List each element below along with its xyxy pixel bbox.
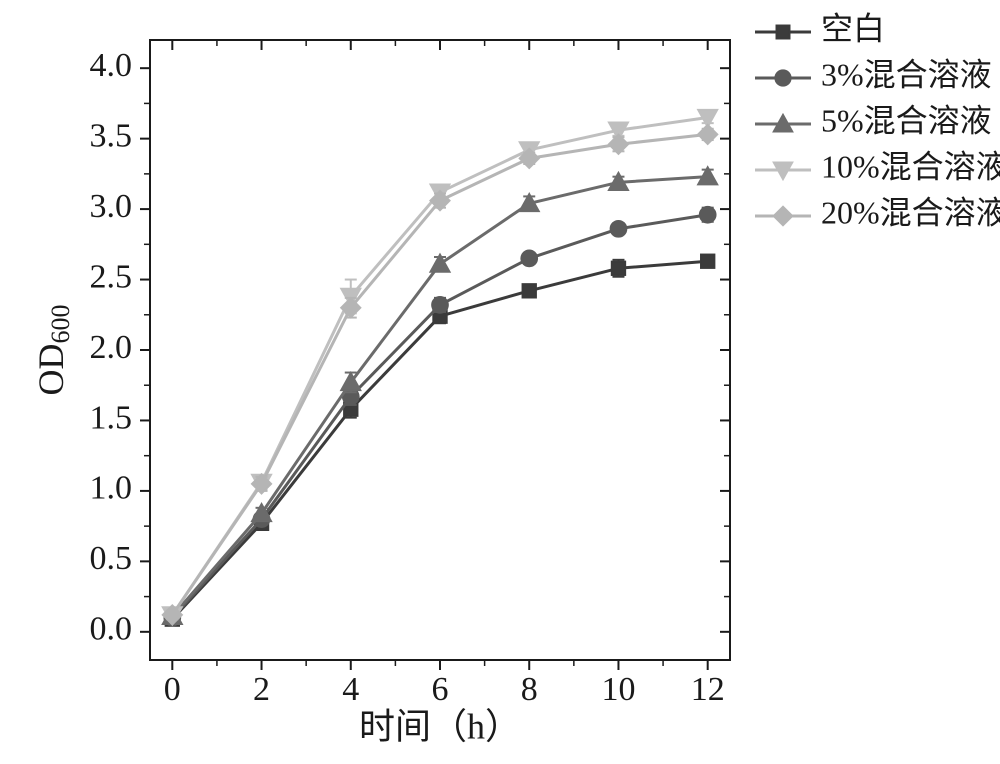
- legend: 空白 3%混合溶液 5%混合溶液 10%混合溶液 20%混合溶液: [755, 10, 1000, 230]
- legend-item-1: 3%混合溶液: [755, 56, 992, 92]
- legend-item-4: 20%混合溶液: [755, 194, 1000, 230]
- legend-item-3: 10%混合溶液: [755, 148, 1000, 184]
- svg-text:3.5: 3.5: [90, 117, 133, 154]
- svg-text:2.0: 2.0: [90, 329, 133, 366]
- svg-text:12: 12: [691, 671, 725, 708]
- svg-text:2: 2: [253, 671, 270, 708]
- svg-text:3.0: 3.0: [90, 188, 133, 225]
- legend-label: 空白: [821, 10, 885, 46]
- legend-item-2: 5%混合溶液: [755, 102, 992, 138]
- svg-text:4.0: 4.0: [90, 47, 133, 84]
- legend-label: 5%混合溶液: [821, 102, 992, 138]
- plot-area: [150, 40, 730, 660]
- svg-text:OD600: OD600: [31, 305, 75, 396]
- svg-text:10: 10: [601, 671, 635, 708]
- y-axis-label: OD600: [31, 305, 75, 396]
- svg-text:0.0: 0.0: [90, 611, 133, 648]
- svg-text:6: 6: [432, 671, 449, 708]
- svg-text:4: 4: [342, 671, 359, 708]
- svg-text:8: 8: [521, 671, 538, 708]
- svg-text:0.5: 0.5: [90, 540, 133, 577]
- svg-text:0: 0: [164, 671, 181, 708]
- growth-curve-chart: 0 2 4 6 8 10 12 0.0 0.5 1.0 1.5 2.0 2.5 3.0 3.5 4.0 时间（…: [0, 0, 1000, 764]
- svg-text:1.0: 1.0: [90, 470, 133, 507]
- svg-text:2.5: 2.5: [90, 258, 133, 295]
- chart-container: 0 2 4 6 8 10 12 0.0 0.5 1.0 1.5 2.0 2.5 3.0 3.5 4.0 时间（…: [0, 0, 1000, 764]
- svg-text:1.5: 1.5: [90, 399, 133, 436]
- legend-item-0: 空白: [755, 10, 885, 46]
- legend-label: 3%混合溶液: [821, 56, 992, 92]
- legend-label: 10%混合溶液: [821, 148, 1000, 184]
- legend-label: 20%混合溶液: [821, 194, 1000, 230]
- x-axis-label: 时间（h）: [359, 706, 521, 746]
